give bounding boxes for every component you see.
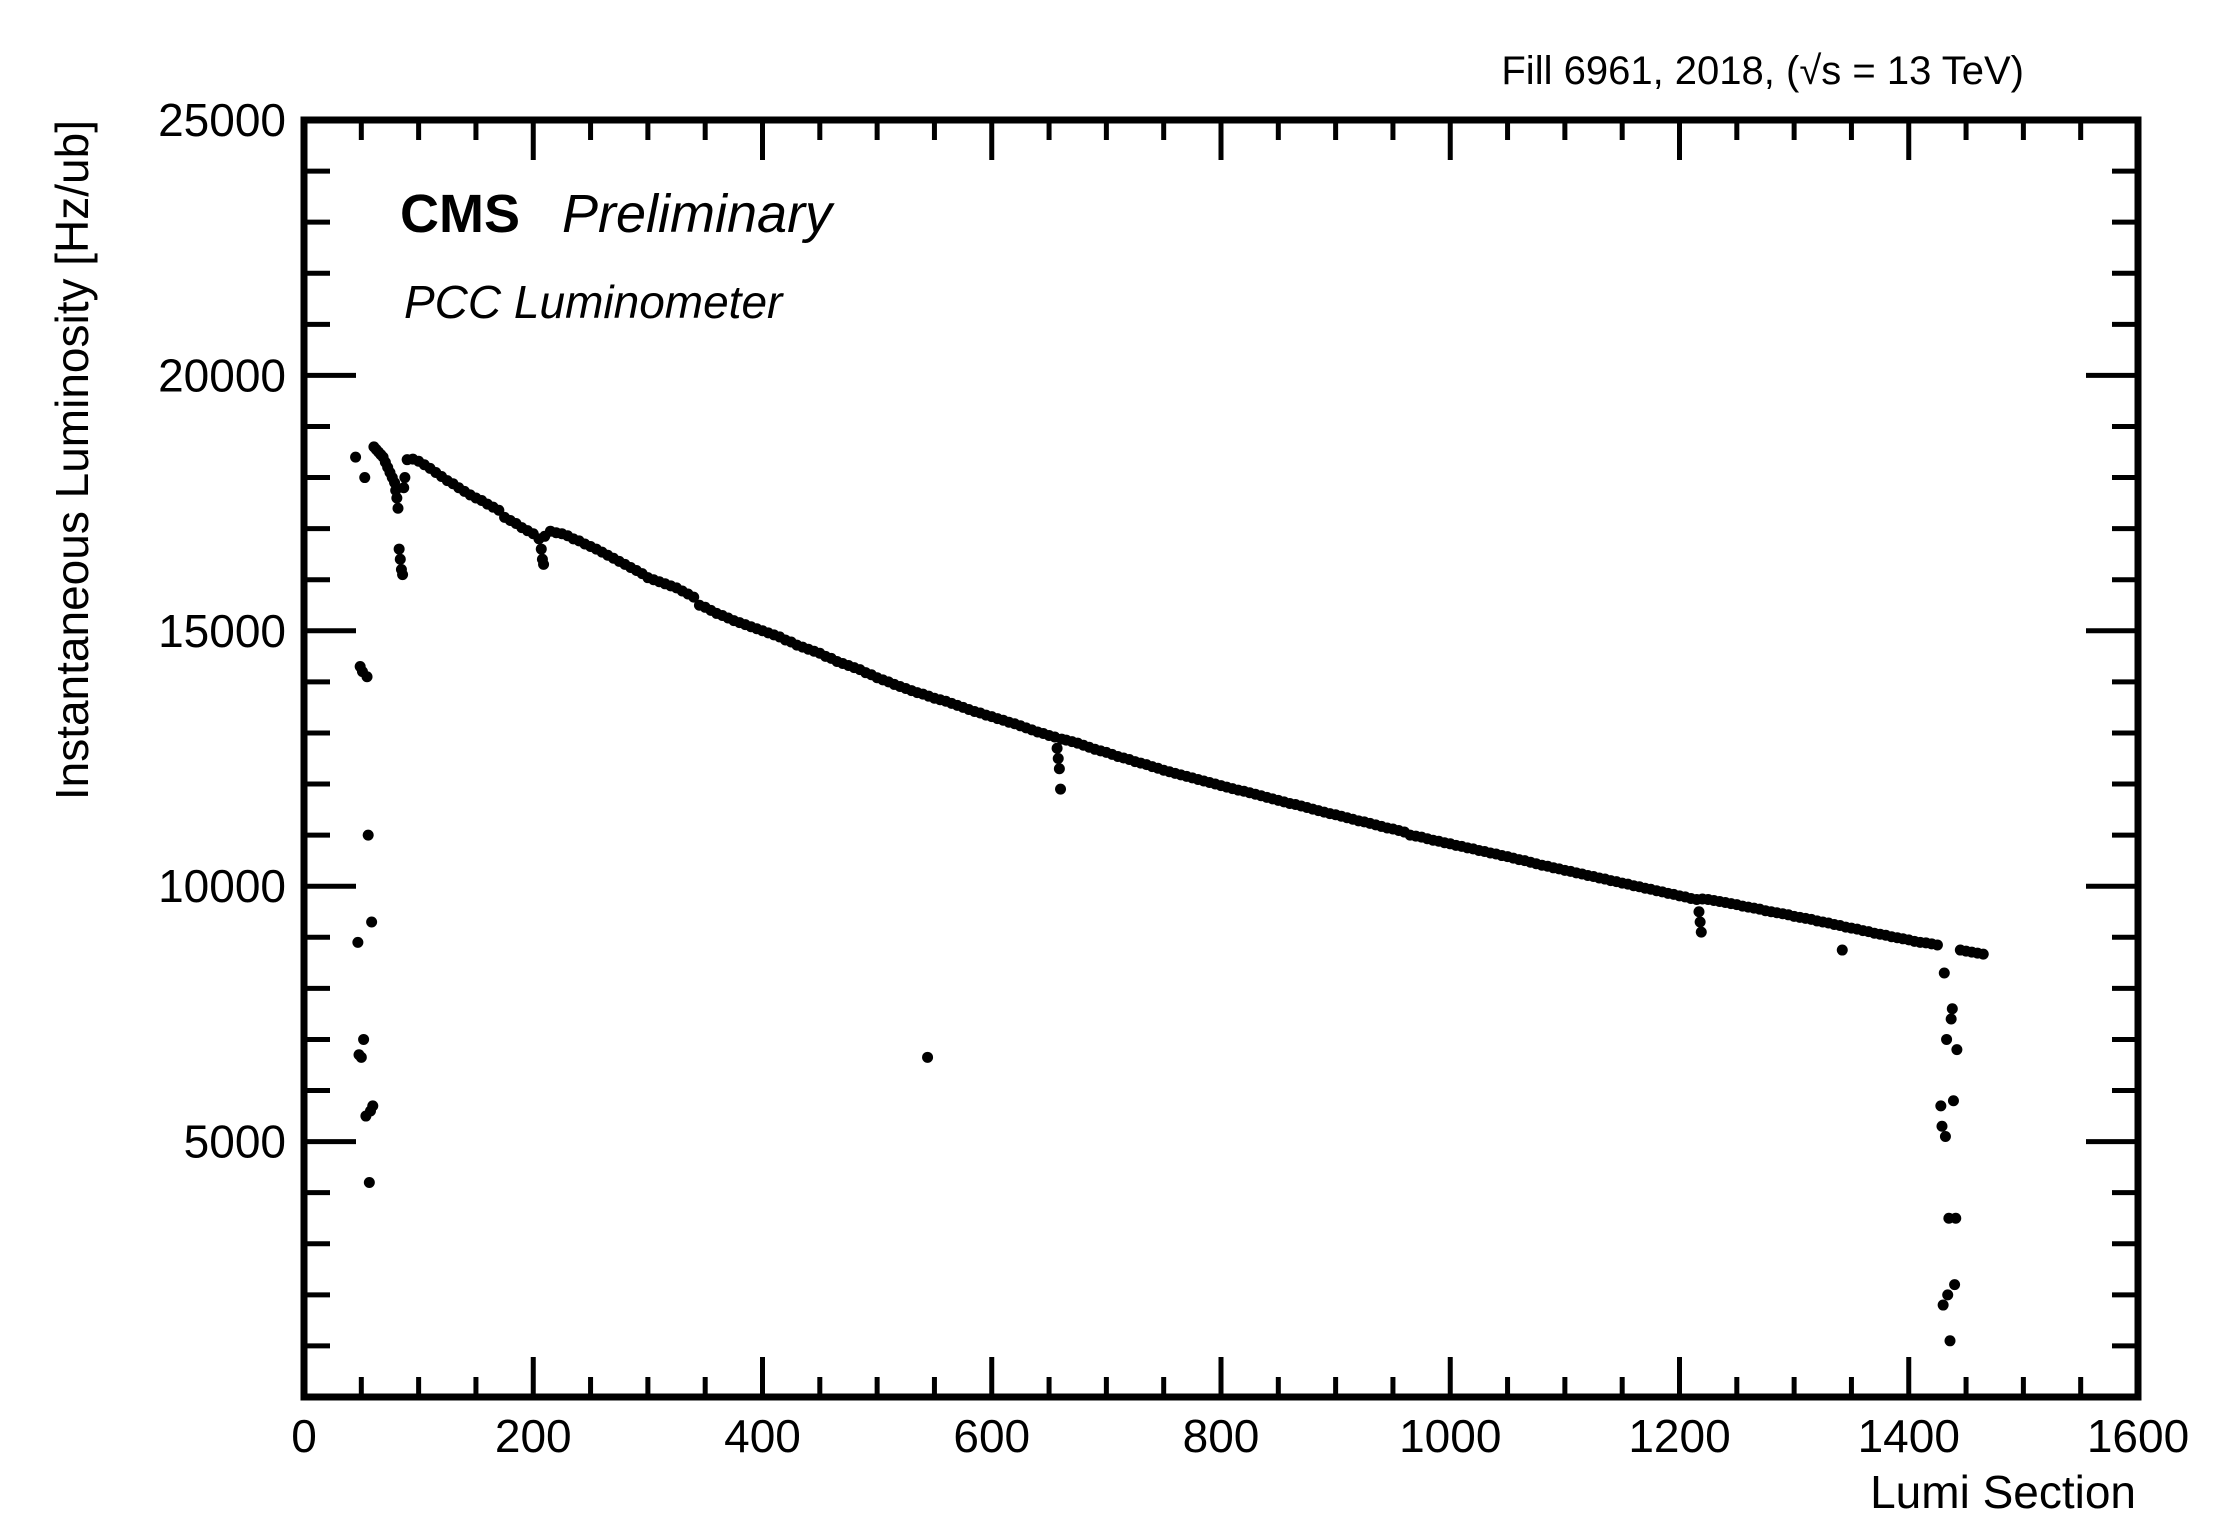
data-point: [1055, 783, 1067, 795]
y-tick-label: 15000: [158, 605, 286, 657]
data-point: [1693, 906, 1705, 918]
data-point: [1695, 926, 1707, 938]
data-point: [1941, 1033, 1953, 1045]
data-point: [1946, 1003, 1958, 1015]
x-tick-label: 600: [953, 1410, 1030, 1462]
data-point: [350, 451, 362, 463]
y-tick-labels: 5000 10000 15000 20000 25000: [158, 94, 286, 1168]
data-point: [359, 472, 371, 484]
data-point: [367, 1100, 379, 1112]
data-point: [1951, 1044, 1963, 1056]
data-point: [1944, 1335, 1956, 1347]
data-point: [362, 829, 374, 841]
x-axis-title: Lumi Section: [1870, 1466, 2136, 1518]
data-point: [1950, 1212, 1962, 1224]
data-point: [1937, 1299, 1949, 1311]
x-tick-label: 1200: [1628, 1410, 1730, 1462]
data-point: [688, 591, 700, 603]
y-tick-label: 5000: [184, 1116, 286, 1168]
data-point: [361, 671, 373, 683]
x-tick-labels: 0 200 400 600 800 1000 1200 1400 1600: [291, 1410, 2189, 1462]
data-point: [1977, 948, 1989, 960]
data-point: [391, 492, 403, 504]
data-point: [1052, 753, 1064, 764]
data-point: [1935, 1100, 1947, 1112]
data-point: [1947, 1095, 1959, 1107]
data-point: [397, 569, 409, 581]
data-point: [1938, 967, 1950, 979]
plot-frame: [300, 116, 2142, 1401]
x-tick-label: 1400: [1858, 1410, 1960, 1462]
x-tick-label: 0: [291, 1410, 317, 1462]
data-point: [1053, 763, 1065, 775]
y-tick-label: 25000: [158, 94, 286, 146]
data-point: [538, 558, 550, 570]
data-point: [1942, 1289, 1954, 1301]
data-point: [1936, 1120, 1948, 1132]
data-point: [1931, 939, 1943, 951]
data-point: [1051, 742, 1063, 754]
y-axis-title: Instantaneous Luminosity [Hz/ub]: [46, 120, 98, 800]
fill-header: Fill 6961, 2018, (√s = 13 TeV): [1501, 49, 2024, 93]
x-tick-label: 1000: [1399, 1410, 1501, 1462]
data-point: [399, 472, 411, 484]
data-point: [366, 916, 378, 928]
detector-label: PCC Luminometer: [404, 276, 784, 328]
data-point: [394, 553, 406, 565]
data-point: [363, 1176, 375, 1188]
x-tick-label: 400: [724, 1410, 801, 1462]
data-points: [350, 441, 1989, 1347]
data-point: [398, 482, 410, 494]
data-point: [1949, 1279, 1961, 1291]
y-tick-label: 10000: [158, 860, 286, 912]
data-point: [922, 1051, 934, 1063]
x-tick-label: 800: [1183, 1410, 1260, 1462]
experiment-label: CMS: [400, 184, 520, 244]
data-point: [358, 1033, 370, 1045]
status-label: Preliminary: [562, 184, 835, 244]
data-point: [393, 543, 405, 555]
data-point: [355, 1051, 367, 1063]
data-point: [352, 936, 364, 948]
data-point: [535, 543, 547, 555]
y-tick-label: 20000: [158, 349, 286, 401]
x-tick-label: 1600: [2087, 1410, 2189, 1462]
data-point: [1836, 944, 1848, 956]
data-point: [1694, 916, 1706, 928]
data-point: [392, 502, 404, 514]
x-tick-label: 200: [495, 1410, 572, 1462]
data-point: [1939, 1130, 1951, 1142]
data-point: [1945, 1013, 1957, 1025]
